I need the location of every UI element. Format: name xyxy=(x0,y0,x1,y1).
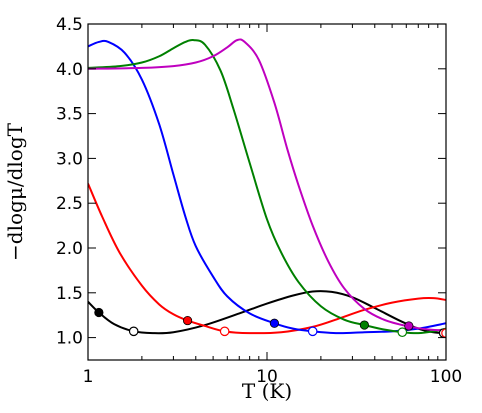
series-3-open-marker-0 xyxy=(397,327,408,338)
y-tick-label: 3.5 xyxy=(56,105,83,125)
y-tick-label: 1.0 xyxy=(56,329,83,349)
x-tick-label: 10 xyxy=(256,367,278,387)
series-line-2 xyxy=(88,39,446,335)
y-tick-label: 1.5 xyxy=(56,284,83,304)
y-tick-label: 4.0 xyxy=(56,60,83,80)
series-3-filled-marker-0 xyxy=(359,320,369,330)
y-tick-label: 3.0 xyxy=(56,149,83,169)
y-tick-label: 2.5 xyxy=(56,194,83,214)
series-1-filled-marker-0 xyxy=(182,315,193,326)
axes-frame xyxy=(87,23,447,361)
series-2-open-marker-0 xyxy=(307,326,318,337)
series-line-3 xyxy=(88,39,446,335)
y-tick-label: 4.5 xyxy=(56,15,83,35)
series-0-open-marker-0 xyxy=(128,326,139,337)
x-tick-label: 100 xyxy=(430,367,462,387)
y-tick-label: 2.0 xyxy=(56,239,83,259)
plot-area xyxy=(88,38,446,338)
y-axis-label: −dlogμ/dlogT xyxy=(3,122,27,261)
series-line-4 xyxy=(88,38,446,332)
series-0-filled-marker-0 xyxy=(94,307,104,318)
series-line-1 xyxy=(88,183,446,335)
series-4-filled-marker-0 xyxy=(404,321,414,331)
series-line-0 xyxy=(88,290,446,335)
series-2-filled-marker-0 xyxy=(269,318,280,328)
axis-ticks: 1 10 100 1.0 1.5 2.0 2.5 3.0 3.5 4.0 4.5 xyxy=(56,15,462,387)
x-axis-label: T (K) xyxy=(242,379,292,403)
x-tick-label: 1 xyxy=(83,367,94,387)
series-1-open-marker-0 xyxy=(219,326,230,337)
